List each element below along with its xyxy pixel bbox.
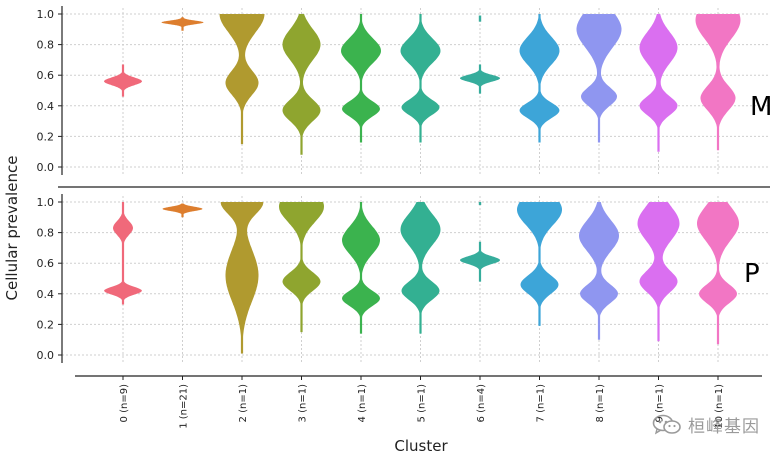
- violin-m-cluster-10: [695, 14, 741, 151]
- violin-m-cluster-8: [576, 14, 622, 143]
- violin-p-cluster-9: [637, 202, 680, 342]
- violin-outlier-segment: [478, 15, 482, 22]
- wechat-icon: [652, 414, 681, 434]
- x-tick-label: 8 (n=1): [595, 384, 606, 423]
- panel-label-p: P: [744, 259, 760, 289]
- y-tick-label: 0.6: [37, 69, 55, 82]
- violin-p-cluster-5: [400, 202, 441, 334]
- y-tick-label: 0.6: [37, 257, 55, 270]
- y-tick-label: 1.0: [37, 196, 55, 209]
- violin-m-cluster-7: [519, 14, 560, 143]
- y-tick-label: 0.8: [37, 227, 55, 240]
- y-axis-label: Cellular prevalence: [3, 156, 21, 301]
- x-tick-label: 1 (n=21): [179, 384, 190, 429]
- y-tick-label: 0.4: [37, 288, 55, 301]
- violin-m-cluster-0: [104, 64, 142, 97]
- violin-m-cluster-6: [460, 64, 500, 94]
- panel-label-m: M: [750, 92, 772, 122]
- x-tick-label: 2 (n=1): [238, 384, 249, 423]
- violin-p-cluster-3: [279, 202, 324, 333]
- x-tick-label: 0 (n=9): [119, 384, 130, 423]
- x-axis-label: Cluster: [394, 437, 448, 455]
- x-tick-label: 10 (n=1): [714, 384, 725, 429]
- violin-outlier-segment: [478, 202, 482, 206]
- violin-p-cluster-1: [162, 203, 203, 218]
- y-tick-label: 0.8: [37, 39, 55, 52]
- y-tick-label: 0.0: [37, 349, 55, 362]
- violin-m-cluster-3: [282, 14, 321, 155]
- y-tick-label: 0.0: [37, 161, 55, 174]
- violin-p-cluster-4: [342, 202, 380, 334]
- x-tick-label: 4 (n=1): [357, 384, 368, 423]
- panel-p: 0.0 0.2 0.4 0.6 0.8 1.0: [37, 194, 770, 363]
- violin-m-cluster-5: [400, 14, 441, 143]
- violin-m-cluster-1: [161, 17, 204, 31]
- panel-m: 0.0 0.2 0.4 0.6 0.8 1.0: [37, 6, 770, 188]
- violin-p-cluster-7: [517, 202, 562, 326]
- y-tick-label: 1.0: [37, 8, 55, 21]
- violin-p-cluster-10: [697, 202, 739, 345]
- violin-p-cluster-6: [460, 241, 500, 282]
- x-tick-label: 6 (n=4): [476, 384, 487, 423]
- y-tick-label: 0.2: [37, 130, 55, 143]
- x-axis: 0 (n=9) 1 (n=21) 2 (n=1) 3 (n=1) 4 (n=1) 5 (n…: [75, 375, 762, 429]
- watermark-text: 桓峰基因: [688, 417, 760, 437]
- violin-p-cluster-8: [579, 202, 619, 340]
- watermark: 桓峰基因: [652, 412, 760, 437]
- violin-m-cluster-2: [219, 14, 265, 145]
- x-tick-label: 5 (n=1): [417, 384, 428, 423]
- x-tick-label: 7 (n=1): [536, 384, 547, 423]
- y-tick-label: 0.4: [37, 100, 55, 113]
- violin-p-cluster-0: [104, 202, 142, 305]
- violin-m-cluster-9: [639, 14, 678, 152]
- violin-p-cluster-2: [220, 202, 264, 354]
- y-tick-label: 0.2: [37, 318, 55, 331]
- x-tick-label: 9 (n=1): [655, 384, 666, 423]
- x-tick-label: 3 (n=1): [298, 384, 309, 423]
- violin-m-cluster-4: [341, 14, 381, 143]
